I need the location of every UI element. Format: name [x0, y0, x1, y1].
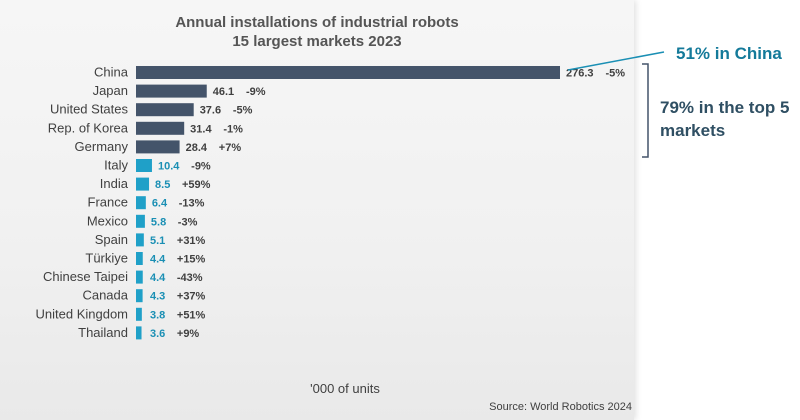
change-label: -9%: [246, 86, 266, 98]
category-label: United States: [50, 102, 129, 117]
bar: [136, 270, 143, 284]
category-label: Italy: [104, 158, 128, 173]
bar: [136, 140, 180, 154]
bar: [136, 214, 145, 228]
change-label: +51%: [177, 309, 206, 321]
change-label: -43%: [177, 272, 203, 284]
value-label: 37.6: [200, 105, 221, 117]
bar: [136, 159, 152, 172]
value-label: 8.5: [155, 179, 170, 191]
china-share-callout: 51% in China: [676, 44, 782, 63]
change-label: +9%: [177, 328, 200, 340]
top5-bracket: [642, 63, 649, 158]
value-label: 31.4: [190, 123, 212, 135]
value-label: 5.1: [150, 235, 165, 247]
category-label: Thailand: [78, 325, 128, 340]
category-label: Germany: [75, 139, 129, 154]
category-label: Spain: [95, 232, 128, 247]
category-label: China: [94, 65, 129, 80]
category-label: Chinese Taipei: [43, 269, 128, 284]
value-label: 3.8: [150, 309, 165, 321]
value-label: 46.1: [213, 86, 234, 98]
value-label: 4.3: [150, 291, 165, 303]
value-label: 6.4: [152, 198, 168, 210]
bar: [136, 326, 142, 340]
change-label: +7%: [219, 142, 242, 154]
change-label: -5%: [606, 68, 626, 80]
change-label: +59%: [182, 179, 211, 191]
category-label: France: [88, 195, 128, 210]
category-label: Rep. of Korea: [48, 120, 129, 135]
change-label: -13%: [179, 198, 205, 210]
category-label: Canada: [82, 288, 128, 303]
bar: [136, 289, 143, 303]
chart-title: Annual installations of industrial robot…: [175, 14, 459, 31]
bar: [136, 307, 142, 321]
change-label: -1%: [223, 123, 243, 135]
bar: [136, 121, 185, 135]
change-label: +31%: [177, 235, 206, 247]
top5-share-callout: 79% in the top 5 markets: [660, 98, 790, 140]
china-callout-line: [567, 51, 665, 71]
bar: [136, 66, 560, 79]
category-label: Japan: [93, 83, 128, 98]
change-label: +37%: [177, 291, 206, 303]
bar: [136, 103, 194, 117]
value-label: 4.4: [150, 254, 166, 266]
source-note: Source: World Robotics 2024: [489, 401, 632, 413]
bar: [136, 196, 146, 210]
category-label: Mexico: [87, 213, 128, 228]
bar: [136, 252, 143, 265]
category-label: India: [100, 176, 129, 191]
bar: [136, 233, 144, 247]
chart-subtitle: 15 largest markets 2023: [232, 33, 402, 50]
x-axis-label: '000 of units: [310, 381, 380, 396]
value-label: 4.4: [150, 272, 166, 284]
value-label: 5.8: [151, 216, 166, 228]
category-label: Türkiye: [85, 251, 128, 266]
bar: [136, 177, 150, 191]
value-label: 28.4: [186, 142, 208, 154]
change-label: -3%: [178, 216, 198, 228]
change-label: -5%: [233, 105, 253, 117]
value-label: 10.4: [158, 161, 180, 173]
value-label: 276.3: [566, 68, 594, 80]
change-label: +15%: [177, 254, 206, 266]
category-label: United Kingdom: [36, 306, 129, 321]
value-label: 3.6: [150, 328, 165, 340]
bar: [136, 84, 207, 98]
change-label: -9%: [191, 161, 211, 173]
